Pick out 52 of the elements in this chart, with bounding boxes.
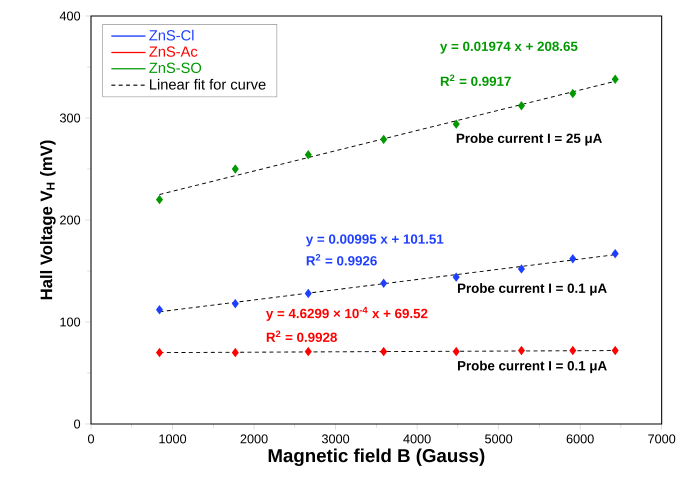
annotation: Probe current I = 0.1 μA (458, 360, 607, 374)
point (232, 348, 239, 358)
y-tick-label: 100 (60, 318, 80, 326)
point (380, 134, 388, 144)
x-tick-label: 3000 (322, 434, 350, 444)
point (612, 249, 619, 258)
point (304, 288, 312, 298)
x-tick-label: 5000 (485, 434, 512, 444)
annotation: Probe current I = 0.1 μA (458, 283, 607, 296)
point (518, 346, 525, 356)
point (232, 299, 239, 308)
point (569, 346, 576, 356)
point (569, 88, 576, 98)
x-tick-label: 4000 (403, 434, 431, 444)
annotation: y = 4.6299 × 10$^{-4}$ x + 69.52 (266, 306, 428, 321)
y-tick-label: 200 (60, 216, 80, 224)
x-tick-label: 0 (88, 434, 94, 444)
point (304, 150, 312, 160)
y-tick-label: 0 (74, 420, 80, 428)
point (518, 264, 525, 274)
point (304, 347, 312, 356)
annotation: R$^{2}$ = 0.9917 (440, 74, 511, 86)
point (518, 101, 525, 110)
point (612, 346, 619, 356)
annotation: y = 0.01974 x + 208.65 (440, 42, 578, 54)
point (232, 164, 239, 174)
point (156, 348, 163, 358)
legend-label: ZnS-Ac (149, 46, 198, 57)
point (380, 347, 388, 356)
legend-label: Linear fit for curve (150, 78, 266, 90)
point (380, 278, 388, 288)
x-tick-label: 7000 (648, 434, 676, 444)
legend-label: ZnS-Cl (149, 30, 194, 41)
point (612, 74, 619, 84)
point (156, 305, 163, 314)
annotation: Probe current I = 25 μA (456, 133, 602, 146)
x-tick-label: 2000 (240, 434, 268, 444)
point (452, 120, 460, 129)
x-tick-label: 6000 (566, 434, 594, 444)
x-axis-title: Magnetic field B (Gauss) (268, 448, 484, 466)
annotation: R$^{2}$ = 0.9928 (266, 330, 337, 342)
legend-label: ZnS-SO (149, 62, 202, 74)
y-tick-label: 300 (60, 114, 80, 122)
point (452, 347, 460, 356)
annotation: y = 0.00995 x + 101.51 (306, 234, 444, 246)
point (569, 254, 576, 264)
y-tick-label: 400 (60, 12, 80, 20)
annotation: R$^{2}$ = 0.9926 (306, 254, 377, 266)
point (156, 195, 163, 204)
x-tick-label: 1000 (159, 434, 186, 444)
y-axis-title: Hall Voltage V$_{H}$ (mV) (40, 140, 56, 300)
point (452, 272, 460, 282)
